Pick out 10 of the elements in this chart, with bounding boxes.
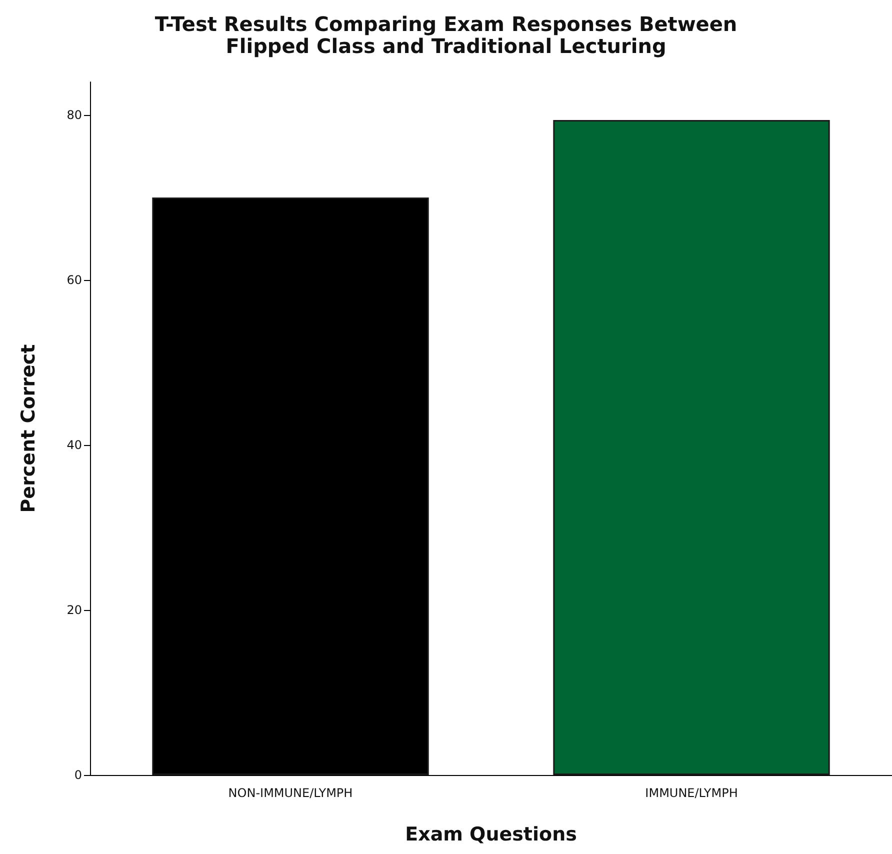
y-tick-label: 60 [66,273,82,287]
y-tick-label: 80 [66,108,82,122]
x-tick-label: IMMUNE/LYMPH [645,786,738,800]
y-tick-label: 0 [74,768,82,782]
chart-title: T-Test Results Comparing Exam Responses Between Flipped Class and Traditional Lecturing [154,12,738,58]
x-tick-label: NON-IMMUNE/LYMPH [228,786,353,800]
y-axis-title: Percent Correct [18,344,40,513]
y-tick-label: 20 [66,603,82,617]
x-axis-title: Exam Questions [405,824,577,846]
y-tick-label: 40 [66,438,82,452]
